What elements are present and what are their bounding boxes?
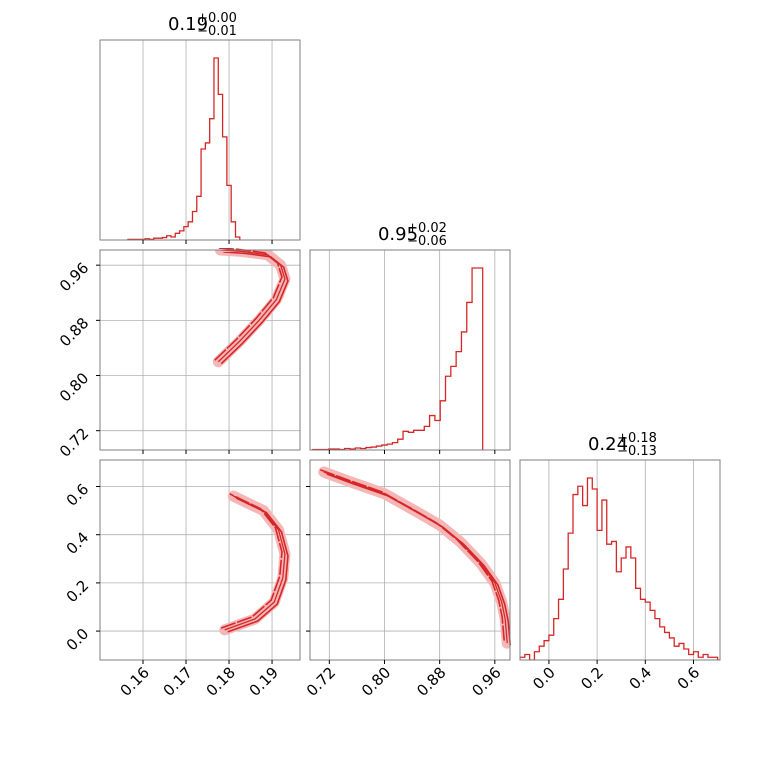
- panel-title-median: 0.95: [378, 224, 418, 245]
- x-tick-label: 0.80: [358, 664, 394, 700]
- panel-frame: [309, 249, 511, 451]
- joint-panel-0-2: [96, 459, 301, 664]
- x-tick-label: 0.19: [246, 664, 282, 700]
- contour-line-core: [217, 250, 286, 363]
- panel-title-upper: +0.00: [197, 11, 237, 26]
- x-tick-label: 0.17: [160, 664, 196, 700]
- panel-title-median: 0.24: [588, 434, 628, 455]
- contour-line-inner: [326, 473, 512, 646]
- joint-panel-1-2: [306, 459, 512, 664]
- y-tick-label: 0.0: [63, 625, 93, 655]
- x-tick-label: 0.2: [577, 664, 607, 694]
- y-tick-label: 0.72: [56, 424, 92, 460]
- panel-frame: [519, 459, 721, 661]
- y-tick-label: 0.96: [56, 259, 92, 295]
- histogram-step-line: [127, 57, 241, 240]
- density-band: [318, 466, 510, 649]
- sample-point: [217, 246, 219, 248]
- contour-line-inner: [227, 497, 289, 633]
- panel-title-upper: +0.18: [617, 431, 657, 446]
- density-band: [219, 490, 291, 636]
- panel-frame: [309, 459, 511, 661]
- sample-point: [239, 246, 241, 248]
- y-tick-label: 0.4: [63, 528, 93, 558]
- joint-panel-0-1: [96, 246, 301, 454]
- histogram-step-line: [520, 477, 720, 660]
- x-tick-label: 0.18: [203, 664, 239, 700]
- panel-title-median: 0.19: [168, 14, 208, 35]
- y-tick-label: 0.2: [63, 577, 93, 607]
- x-tick-label: 0.16: [117, 664, 153, 700]
- panel-frame: [99, 459, 301, 661]
- y-tick-label: 0.6: [63, 480, 93, 510]
- x-tick-label: 0.88: [413, 664, 449, 700]
- x-tick-label: 0.72: [303, 664, 339, 700]
- panel-title-lower: −0.01: [197, 24, 237, 39]
- x-tick-label: 0.6: [674, 664, 704, 694]
- histogram-panel-2: 0.24+0.18−0.13: [519, 431, 721, 664]
- panel-frame: [99, 249, 301, 451]
- contour-line-core: [323, 471, 508, 644]
- x-tick-label: 0.96: [468, 664, 504, 700]
- contour-line-outer: [214, 248, 283, 361]
- panel-frame: [99, 39, 301, 241]
- histogram-panel-0: 0.19+0.00−0.01: [99, 11, 301, 244]
- x-tick-label: 0.0: [529, 664, 559, 694]
- contour-line-core: [224, 495, 286, 631]
- panel-title-lower: −0.06: [407, 234, 447, 249]
- panel-title-upper: +0.02: [407, 221, 447, 236]
- panel-title-lower: −0.13: [617, 444, 657, 459]
- contour-line-outer: [220, 493, 283, 629]
- x-tick-label: 0.4: [626, 664, 656, 694]
- y-tick-label: 0.80: [56, 369, 92, 405]
- contour-line-inner: [220, 252, 289, 365]
- histogram-step-line: [312, 267, 484, 450]
- histogram-panel-1: 0.95+0.02−0.06: [309, 221, 511, 454]
- y-tick-label: 0.88: [56, 314, 92, 350]
